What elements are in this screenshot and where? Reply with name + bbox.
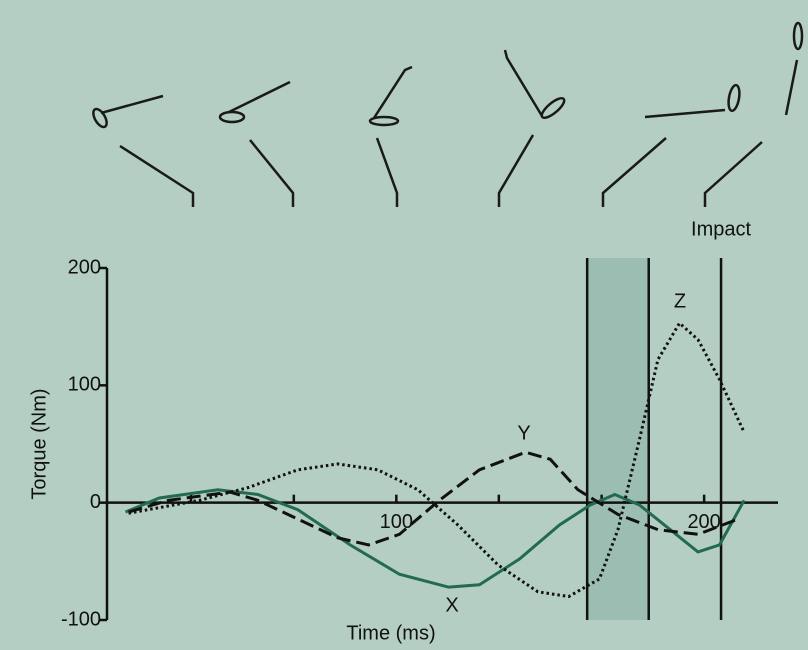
y-tick-label: 200 (68, 256, 101, 278)
x-axis-label: Time (ms) (346, 622, 435, 644)
series-label: Z (674, 290, 686, 312)
series-line (128, 450, 739, 547)
y-tick-label: 100 (68, 374, 101, 396)
series-label: Y (517, 422, 530, 444)
annotation: Impact (691, 218, 751, 240)
shaded-span (587, 258, 649, 620)
swing-figures (92, 21, 804, 207)
x-tick-label: 200 (687, 511, 720, 533)
y-tick-label: 0 (90, 491, 101, 513)
y-tick-label: -100 (61, 608, 101, 630)
x-tick-label: 100 (380, 511, 413, 533)
y-axis-label: Torque (Nm) (28, 388, 50, 499)
series-line (124, 488, 746, 589)
series-line (128, 320, 746, 599)
series-label: X (445, 594, 458, 616)
